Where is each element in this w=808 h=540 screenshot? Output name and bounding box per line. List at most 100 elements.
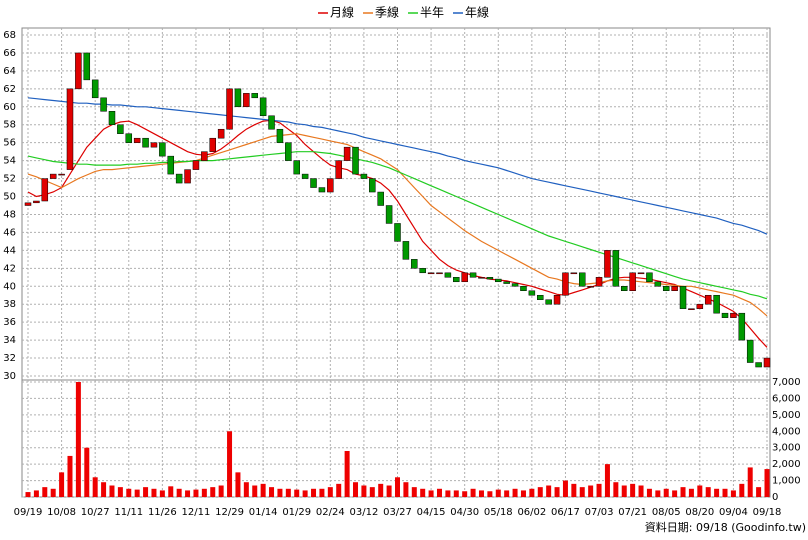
volume-bar — [655, 490, 661, 497]
x-tick-label: 12/11 — [182, 507, 211, 518]
plot-frame — [21, 27, 771, 498]
ma-line — [27, 151, 768, 300]
y-tick-label: 44 — [3, 245, 16, 256]
candle — [637, 272, 645, 275]
volume-bar — [67, 455, 73, 497]
x-tick-label: 03/12 — [349, 507, 378, 518]
volume-bar — [361, 485, 367, 497]
volume-bar — [621, 485, 627, 497]
candle — [570, 272, 578, 275]
volume-bar — [302, 490, 308, 497]
volume-bar — [327, 487, 333, 497]
legend-label: 年線 — [465, 5, 489, 20]
candle — [175, 173, 183, 184]
candle — [327, 178, 334, 193]
candle — [495, 278, 502, 283]
y-tick-label: 30 — [3, 371, 16, 382]
volume-bar — [436, 488, 442, 497]
candle — [579, 272, 586, 287]
volume-bar — [453, 490, 459, 497]
candle — [318, 187, 326, 193]
volume-tick-label: 5,000 — [772, 410, 801, 421]
candle — [184, 169, 191, 184]
legend-label: 月線 — [330, 5, 354, 20]
volume-bar — [470, 488, 476, 497]
candle — [713, 294, 720, 314]
x-tick-label: 08/20 — [685, 507, 714, 518]
volume-bar — [117, 487, 123, 497]
legend-label: 季線 — [375, 5, 399, 20]
volume-bar — [663, 488, 669, 497]
x-tick-label: 02/24 — [316, 507, 345, 518]
candle — [511, 283, 519, 287]
volume-bar — [33, 490, 39, 497]
candle — [24, 202, 32, 206]
volume-bar — [428, 490, 434, 497]
volume-bar — [462, 491, 468, 497]
y-tick-label: 62 — [3, 84, 16, 95]
candle — [427, 272, 435, 275]
volume-bar — [151, 488, 157, 497]
x-tick-label: 09/19 — [14, 507, 43, 518]
candle — [704, 294, 712, 305]
volume-bar — [445, 490, 451, 497]
candle — [377, 191, 384, 206]
y-tick-label: 34 — [3, 335, 16, 346]
volume-bar — [252, 485, 258, 497]
x-tick-label: 04/30 — [450, 507, 479, 518]
candle — [654, 281, 662, 287]
volume-bar — [537, 487, 543, 497]
volume-bar — [75, 382, 81, 497]
volume-bar — [235, 472, 241, 497]
candle — [75, 52, 82, 90]
y-tick-label: 66 — [3, 48, 16, 59]
y-tick-label: 42 — [3, 263, 16, 274]
x-tick-label: 11/11 — [114, 507, 143, 518]
candle — [595, 277, 603, 287]
source-note: 資料日期: 09/18 (Goodinfo.tw) — [645, 520, 806, 534]
volume-tick-label: 3,000 — [772, 443, 801, 454]
ma-line — [27, 97, 768, 235]
candle — [738, 312, 746, 341]
candle — [478, 277, 485, 279]
candle — [553, 294, 561, 305]
candle — [562, 272, 569, 296]
volume-tick-label: 2,000 — [772, 459, 801, 470]
volume-bar — [562, 480, 568, 497]
candle — [49, 173, 57, 179]
y-tick-label: 64 — [3, 66, 16, 77]
x-tick-label: 04/15 — [417, 507, 446, 518]
candle — [335, 160, 342, 179]
volume-tick-label: 4,000 — [772, 426, 801, 437]
volume-bar — [672, 490, 678, 497]
x-tick-label: 09/04 — [719, 507, 748, 518]
volume-bar — [395, 477, 400, 497]
candle — [587, 286, 594, 288]
volume-bar — [546, 485, 552, 497]
volume-bar — [646, 488, 652, 497]
candle — [671, 286, 678, 291]
x-tick-label: 03/27 — [383, 507, 412, 518]
candle — [259, 97, 267, 117]
ma-line — [27, 119, 768, 348]
volume-bar — [294, 489, 300, 497]
volume-bar — [730, 490, 736, 497]
x-tick-label: 06/02 — [517, 507, 546, 518]
candle — [125, 133, 133, 143]
candle — [226, 88, 233, 130]
candle — [469, 272, 477, 278]
volume-bar — [369, 487, 375, 497]
volume-bar — [756, 487, 762, 497]
volume-bar — [92, 477, 98, 497]
volume-bar — [227, 431, 233, 497]
x-tick-label: 06/17 — [551, 507, 580, 518]
y-tick-label: 38 — [3, 299, 16, 310]
legend-label: 半年 — [420, 6, 444, 20]
x-tick-label: 01/29 — [282, 507, 311, 518]
volume-bar — [495, 489, 501, 497]
volume-bar — [554, 487, 560, 497]
volume-bar — [168, 486, 174, 497]
y-tick-label: 58 — [3, 120, 16, 131]
volume-bar — [596, 483, 602, 497]
